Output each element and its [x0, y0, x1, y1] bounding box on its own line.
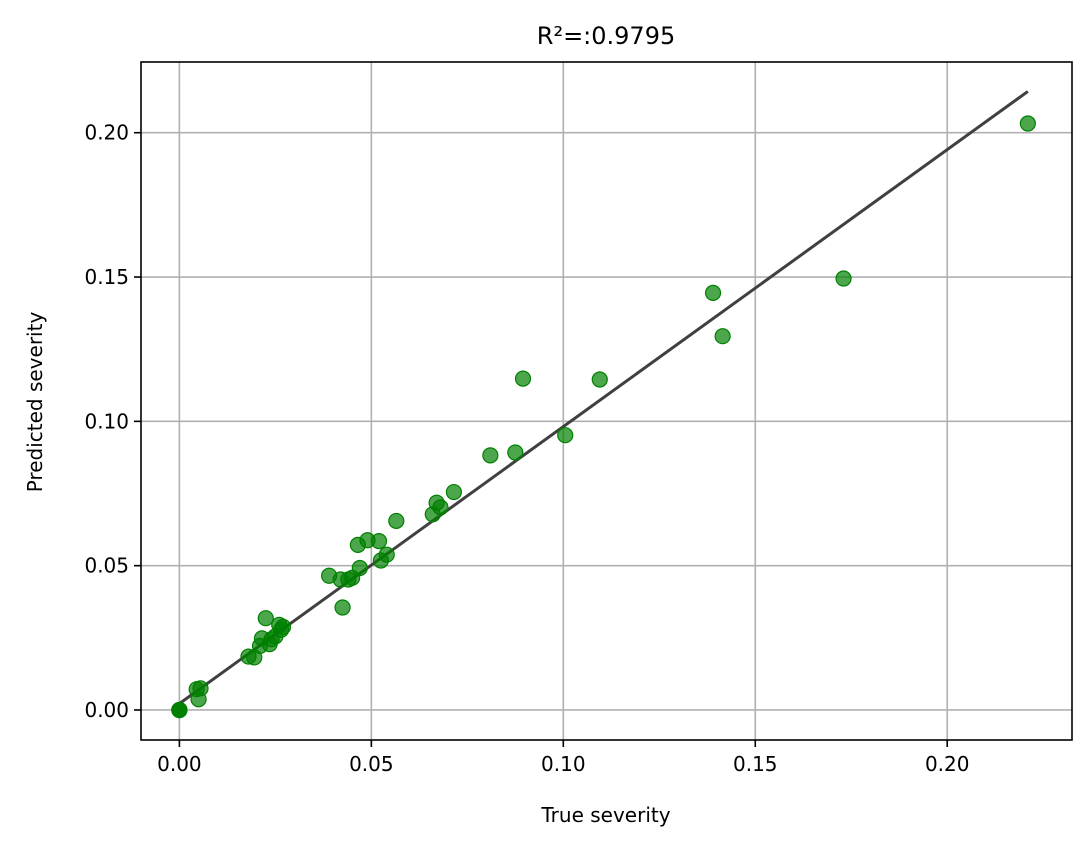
- x-tick-label: 0.00: [157, 752, 202, 776]
- scatter-point: [1019, 115, 1036, 132]
- grid: [141, 62, 1072, 740]
- y-axis-label: Predicted severity: [23, 312, 47, 493]
- y-tick-label: 0.20: [84, 121, 129, 145]
- scatter-point: [714, 328, 731, 345]
- scatter-point: [171, 701, 188, 719]
- y-tick-label: 0.10: [84, 409, 129, 433]
- scatter-point: [334, 599, 351, 616]
- y-tick-label: 0.05: [84, 554, 129, 578]
- scatter-point: [432, 499, 449, 516]
- y-tick-label: 0.00: [84, 698, 129, 722]
- scatter-point: [370, 533, 388, 550]
- x-tick-label: 0.10: [541, 752, 586, 776]
- scatter-point: [445, 483, 462, 501]
- scatter-point: [591, 371, 608, 388]
- x-tick-label: 0.05: [349, 752, 394, 776]
- scatter-point: [388, 512, 405, 530]
- scatter-point: [482, 447, 499, 464]
- regression-line: [178, 90, 1029, 705]
- scatter-point: [190, 691, 207, 708]
- y-tick-label: 0.15: [84, 265, 129, 289]
- scatter-point: [507, 444, 524, 461]
- scatter-point: [557, 427, 574, 444]
- scatter-point: [257, 610, 274, 627]
- ticks: 0.00 0.05 0.10 0.15 0.20 0.00 0.05 0.10 0.15 0.20: [84, 121, 969, 776]
- x-tick-label: 0.15: [733, 752, 778, 776]
- scatter-point: [273, 621, 290, 638]
- scatter-point: [704, 284, 722, 302]
- scatter-point: [514, 370, 532, 387]
- plot-frame: [140, 61, 1073, 741]
- scatter-point: [378, 546, 395, 563]
- x-tick-label: 0.20: [925, 752, 970, 776]
- scatter-point: [351, 559, 368, 577]
- plot-layer: [171, 90, 1036, 719]
- scatter-point: [835, 270, 852, 287]
- chart-title: R²=:0.9795: [537, 22, 675, 50]
- x-axis-label: True severity: [540, 803, 670, 827]
